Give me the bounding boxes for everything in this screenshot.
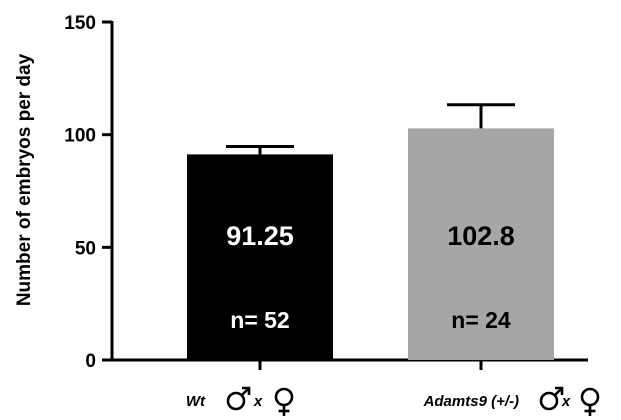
x-axis: [110, 358, 588, 370]
cross-symbol: x: [561, 393, 571, 410]
cross-symbol: x: [253, 393, 263, 410]
bars: [187, 128, 554, 360]
female-symbol-icon: [580, 387, 600, 416]
x-category-label: Adamts9 (+/-): [423, 393, 519, 410]
male-symbol-icon: [539, 386, 564, 411]
y-axis-label: Number of embryos per day: [14, 53, 35, 306]
male-symbol-icon: [226, 386, 251, 411]
bar-labels: 91.25 n= 52 102.8 n= 24: [226, 221, 515, 333]
y-tick-label: 0: [85, 351, 96, 372]
value-label: 91.25: [226, 221, 294, 251]
error-bars: [226, 103, 515, 155]
x-category-label: Wt: [186, 393, 206, 410]
n-label: n= 52: [230, 307, 289, 333]
y-tick-label: 50: [75, 238, 96, 259]
female-symbol-icon: [274, 387, 294, 416]
y-tick-label: 100: [64, 126, 96, 147]
y-axis: 0 50 100 150: [64, 13, 114, 372]
bar: [408, 128, 554, 360]
n-label: n= 24: [451, 307, 511, 333]
category-labels: Wt x Adamts9 (+/-) x: [186, 386, 600, 416]
value-label: 102.8: [447, 221, 515, 251]
y-tick-label: 150: [64, 13, 96, 34]
bar: [187, 154, 333, 360]
